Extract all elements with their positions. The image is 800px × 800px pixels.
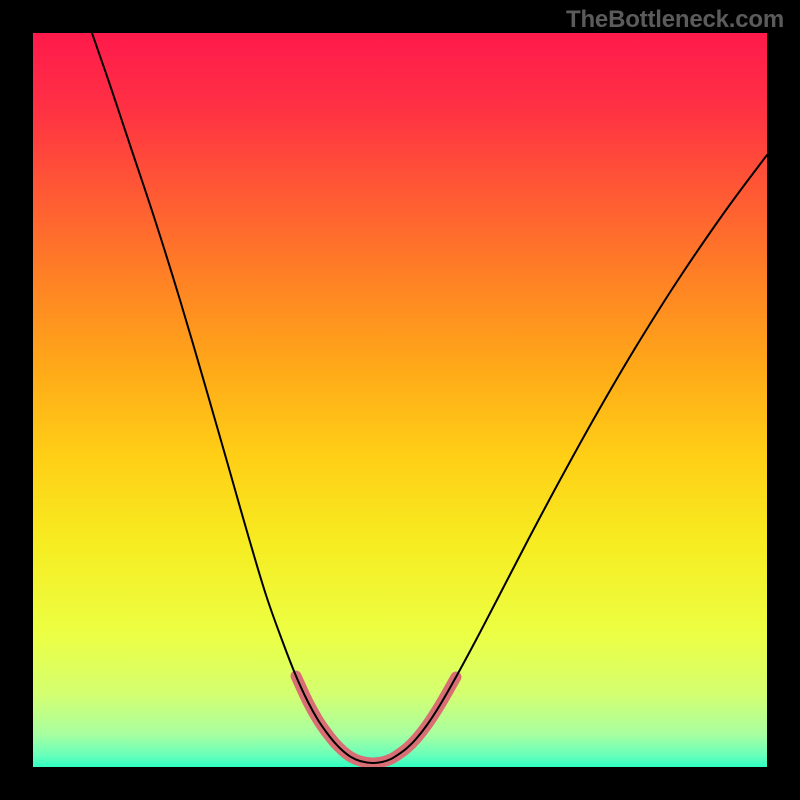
chart-plot-background: [33, 33, 767, 767]
bottleneck-chart: [0, 0, 800, 800]
watermark-text: TheBottleneck.com: [566, 6, 784, 34]
